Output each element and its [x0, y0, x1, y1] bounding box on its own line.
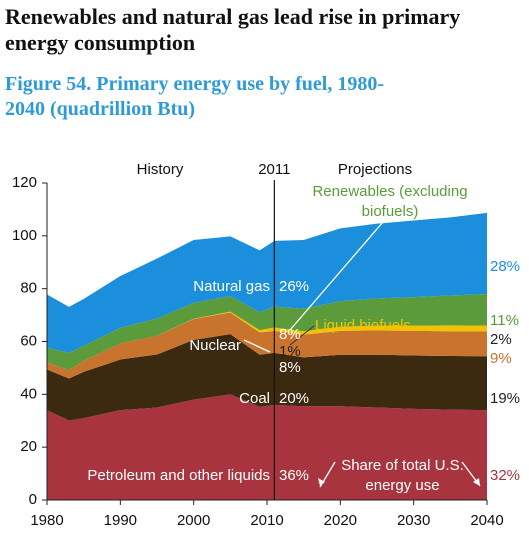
subtitle: Figure 54. Primary energy use by fuel, 1… [5, 73, 385, 120]
share-note: Share of total U.S. energy use [341, 457, 464, 494]
share-2040: 19% [490, 390, 520, 407]
share-2011: 20% [279, 390, 309, 407]
y-tick-label: 40 [20, 385, 37, 402]
x-tick-label: 1980 [30, 512, 63, 529]
y-tick-label: 0 [29, 491, 37, 508]
series-label: Coal [239, 390, 270, 407]
y-tick-label: 100 [12, 227, 37, 244]
x-tick-label: 1990 [104, 512, 137, 529]
area [47, 311, 487, 371]
pointer [243, 339, 271, 353]
y-tick-label: 60 [20, 332, 37, 349]
projections-label: Projections [338, 161, 412, 178]
series-label: Natural gas [193, 278, 270, 295]
share-2040: 9% [490, 350, 512, 367]
share-2011: 26% [279, 278, 309, 295]
x-tick-label: 2020 [324, 512, 357, 529]
series-label: Renewables (excluding biofuels) [312, 183, 468, 220]
share-2040: 2% [490, 331, 512, 348]
arrowhead [318, 478, 325, 486]
area [47, 334, 487, 421]
x-tick-label: 2000 [177, 512, 210, 529]
share-2040: 11% [490, 312, 519, 329]
share-2011: 8% [279, 359, 301, 376]
area [47, 394, 487, 500]
area [47, 293, 487, 371]
series-label: Nuclear [189, 337, 241, 354]
x-tick-label: 2040 [470, 512, 503, 529]
x-tick-label: 2010 [250, 512, 283, 529]
area [47, 212, 487, 353]
series-label: Liquid biofuels [315, 317, 411, 334]
area [47, 312, 487, 379]
divider-label: 2011 [258, 161, 290, 178]
y-tick-label: 80 [20, 280, 37, 297]
share-2040: 28% [490, 258, 520, 275]
series-label: Petroleum and other liquids [87, 467, 270, 484]
title: Renewables and natural gas lead rise in … [5, 4, 461, 55]
pointer [289, 325, 315, 346]
pointer [289, 221, 384, 331]
share-2011: 1% [279, 343, 301, 360]
x-tick-label: 2030 [397, 512, 430, 529]
history-label: History [137, 161, 184, 178]
share-2011: 8% [279, 326, 301, 343]
share-2040: 32% [490, 467, 520, 484]
y-tick-label: 120 [12, 174, 37, 191]
share-2011: 36% [279, 467, 309, 484]
arrowhead [473, 478, 480, 486]
y-tick-label: 20 [20, 438, 37, 455]
